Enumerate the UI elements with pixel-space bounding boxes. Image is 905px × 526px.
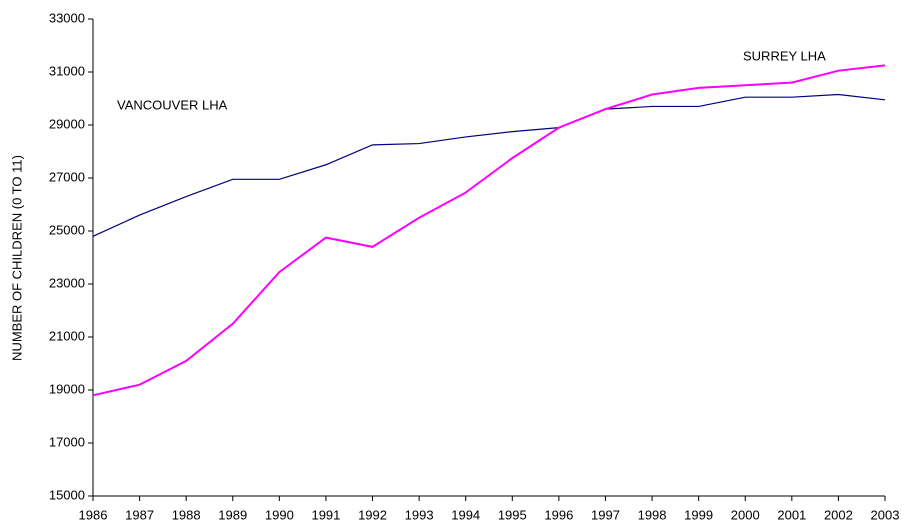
x-tick-label: 2002 [824,507,853,522]
y-tick-label: 19000 [49,381,85,396]
y-axis-label: NUMBER OF CHILDREN (0 TO 11) [9,155,24,361]
x-tick-label: 1987 [125,507,154,522]
x-tick-label: 1990 [265,507,294,522]
x-tick-label: 2001 [777,507,806,522]
series-label: SURREY LHA [743,48,826,63]
x-tick-label: 1986 [79,507,108,522]
x-tick-label: 1991 [311,507,340,522]
x-tick-label: 1989 [218,507,247,522]
x-tick-label: 1993 [405,507,434,522]
y-tick-label: 23000 [49,275,85,290]
series-line [92,93,886,237]
series-line [92,64,886,397]
series-label: VANCOUVER LHA [117,97,228,112]
y-tick-label: 31000 [49,63,85,78]
y-tick-label: 17000 [49,434,85,449]
x-tick-label: 1988 [172,507,201,522]
x-tick-label: 1996 [544,507,573,522]
y-tick-label: 21000 [49,328,85,343]
x-tick-label: 1999 [684,507,713,522]
x-tick-label: 1994 [451,507,480,522]
x-tick-label: 1992 [358,507,387,522]
y-tick-label: 33000 [49,10,85,25]
y-tick-label: 27000 [49,169,85,184]
x-tick-label: 1997 [591,507,620,522]
y-tick-label: 25000 [49,222,85,237]
x-tick-label: 2003 [871,507,900,522]
x-tick-label: 1995 [498,507,527,522]
x-tick-label: 1998 [638,507,667,522]
y-tick-label: 15000 [49,487,85,502]
y-tick-label: 29000 [49,116,85,131]
x-tick-label: 2000 [731,507,760,522]
